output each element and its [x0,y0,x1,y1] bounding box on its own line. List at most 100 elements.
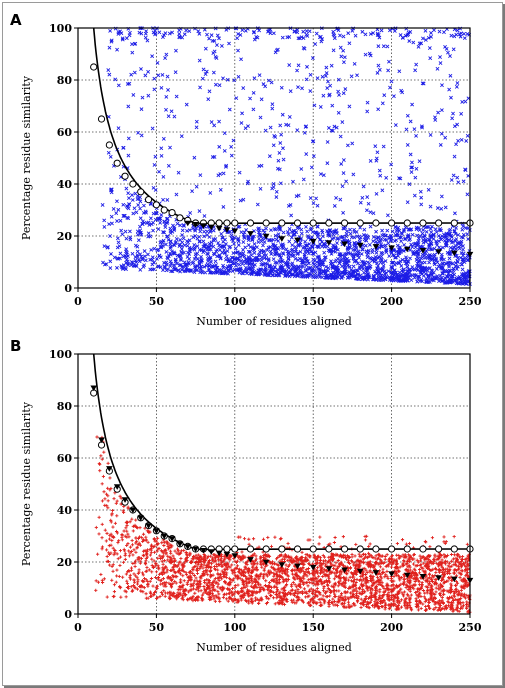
chart-0-scatter-point-1415 [367,242,372,247]
chart-0-scatter-point-1814 [345,247,350,252]
chart-0-scatter-point-2512 [255,35,260,40]
chart-0-series-0-point-29 [403,219,411,227]
chart-0-scatter-point-2463 [218,187,223,192]
chart-0-scatter-point-955 [429,277,433,282]
chart-0-scatter-point-2289 [385,213,390,218]
chart-0-scatter-point-1791 [247,266,252,271]
chart-0-scatter-point-2230 [411,40,416,45]
chart-0-scatter-point-51 [307,242,312,246]
chart-0-scatter-point-1085 [320,228,324,233]
chart-0-scatter-point-2365 [410,160,414,165]
chart-0-scatter-point-2173 [274,189,279,194]
chart-1-scatter-point-838 [209,554,213,558]
chart-0-scatter-point-1411 [243,245,248,250]
chart-1-scatter-point-721 [399,598,404,602]
chart-0-scatter-point-1231 [102,218,107,223]
chart-0-scatter-point-2518 [143,35,148,40]
chart-1-scatter-point-804 [440,595,444,599]
chart-0-scatter-point-2442 [463,168,468,173]
chart-0-scatter-point-2405 [251,90,256,95]
chart-0-scatter-point-1717 [209,243,214,248]
chart-0-scatter-point-1733 [136,203,141,207]
chart-0-scatter-point-2028 [465,133,470,138]
chart-0-scatter-point-488 [348,227,353,232]
chart-0-scatter-point-2198 [286,123,291,128]
chart-0-scatter-point-2099 [409,170,414,174]
chart-0-scatter-point-2411 [140,95,145,100]
chart-0-scatter-point-2366 [276,158,281,163]
chart-0-scatter-point-1632 [272,265,277,270]
chart-0-scatter-point-2368 [257,73,262,78]
chart-0-scatter-point-1807 [318,262,322,267]
chart-0-scatter-point-1996 [329,230,334,235]
chart-0-scatter-point-1458 [224,242,228,246]
chart-0-scatter-point-1401 [398,245,403,250]
chart-0-scatter-point-1983 [266,258,271,263]
chart-0-scatter-point-1277 [154,210,159,215]
chart-0-scatter-point-1872 [342,260,347,265]
chart-0-scatter-point-1993 [426,273,431,278]
chart-0-scatter-point-2142 [212,49,217,54]
chart-1-scatter-point-2037 [361,574,365,578]
chart-0-scatter-point-1788 [418,270,423,274]
chart-1-scatter-point-871 [103,497,107,501]
chart-1-scatter-point-589 [306,584,310,588]
chart-0-scatter-point-2264 [272,134,277,138]
chart-0-scatter-point-1973 [130,193,134,198]
chart-1-scatter-point-2093 [105,548,109,552]
chart-0-scatter-point-2254 [152,87,157,92]
chart-0-scatter-point-2257 [388,85,392,90]
chart-0-scatter-point-949 [261,250,266,254]
chart-0-scatter-point-2270 [194,125,199,130]
chart-0-scatter-point-2276 [453,211,457,216]
chart-0-scatter-point-2398 [165,198,170,202]
chart-0-scatter-point-2295 [350,141,355,146]
chart-0-scatter-point-1694 [422,260,427,265]
chart-0-scatter-point-1164 [359,275,364,280]
chart-1-scatter-point-147 [118,549,123,553]
chart-0-scatter-point-2553 [295,27,300,32]
chart-0-scatter-point-2556 [353,33,358,38]
chart-0-scatter-point-1596 [106,245,110,249]
chart-0-scatter-point-10 [271,257,276,262]
chart-0-scatter-point-1634 [389,270,394,275]
chart-0-scatter-point-2063 [376,44,381,49]
chart-0-scatter-point-1832 [277,253,282,258]
chart-0-scatter-point-1371 [230,269,235,273]
chart-0-scatter-point-1826 [211,251,216,256]
chart-0-scatter-point-2375 [172,228,177,232]
chart-0-scatter-point-304 [115,219,119,223]
chart-0-scatter-point-1595 [279,259,284,264]
chart-0-scatter-point-342 [134,210,139,215]
chart-0-scatter-point-1778 [354,251,359,256]
chart-0-scatter-point-1342 [135,229,140,234]
chart-0-scatter-point-2279 [448,73,453,78]
chart-1-scatter-point-465 [105,595,109,599]
chart-0-scatter-point-2112 [291,179,295,184]
chart-0-scatter-point-767 [397,270,402,275]
chart-0-scatter-point-2169 [192,155,197,160]
chart-0-scatter-point-1815 [120,232,125,237]
chart-0-scatter-point-1241 [224,266,229,271]
chart-0-scatter-point-2006 [349,74,354,79]
chart-0-scatter-point-1971 [402,275,407,280]
chart-0-scatter-point-524 [232,241,236,246]
chart-0-scatter-point-1760 [218,248,222,252]
chart-0-scatter-point-1698 [286,250,291,255]
chart-0-scatter-point-1946 [195,251,200,256]
chart-0-scatter-point-1216 [380,228,385,233]
chart-0-scatter-point-1761 [249,259,254,264]
chart-0-scatter-point-2465 [270,102,275,107]
chart-1-scatter-point-1900 [125,581,130,586]
chart-1-scatter-point-763 [145,565,149,569]
chart-1-scatter-point-432 [161,577,166,581]
chart-0-scatter-point-1276 [429,272,434,277]
chart-0-scatter-point-2059 [310,56,315,60]
chart-0-scatter-point-1330 [466,237,471,242]
chart-0-scatter-point-2031 [429,31,433,35]
chart-1-scatter-point-1720 [260,565,264,569]
chart-0-scatter-point-1955 [436,264,441,269]
chart-0-scatter-point-2037 [371,31,376,36]
chart-0-scatter-point-1850 [312,258,317,263]
